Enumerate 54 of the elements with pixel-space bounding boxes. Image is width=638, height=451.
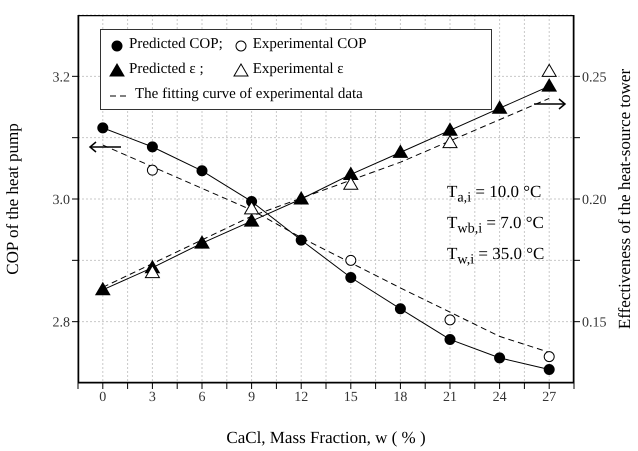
point <box>444 334 456 345</box>
y2-tick-label: 0.20 <box>582 192 606 208</box>
point <box>244 214 260 227</box>
point <box>345 254 356 266</box>
y-axis-title: COP of the heat pump <box>3 123 22 275</box>
point <box>196 165 208 176</box>
point <box>444 314 456 326</box>
point <box>296 234 307 246</box>
legend-label: Experimental ε <box>252 60 345 79</box>
x-tick-label: 0 <box>99 390 106 405</box>
point <box>244 201 260 214</box>
x-tick-label: 3 <box>148 390 156 405</box>
x-tick-label: 12 <box>294 390 308 405</box>
x-axis-title: CaCl, Mass Fraction, w ( % ) <box>226 428 426 447</box>
y-tick-label: 2.8 <box>52 316 70 331</box>
point <box>146 141 158 152</box>
point <box>442 135 458 148</box>
y2-tick-label: 0.15 <box>582 316 606 331</box>
point <box>345 272 356 284</box>
legend-label: The fitting curve of experimental data <box>134 85 364 104</box>
point <box>343 166 358 180</box>
y2-axis-title: Effectiveness of the heat-source tower <box>615 68 634 330</box>
annotation: T$_{wb,i}$ = 7.0 °C <box>447 213 544 238</box>
y2-tick-label: 0.25 <box>582 70 606 86</box>
point <box>542 78 557 92</box>
point <box>294 192 309 204</box>
x-tick-label: 21 <box>443 390 457 405</box>
annotation: T$_{w,i}$ = 35.0 °C <box>447 244 544 268</box>
x-tick-label: 24 <box>492 390 507 405</box>
point <box>392 144 408 158</box>
point <box>544 364 555 376</box>
x-tick-label: 9 <box>248 390 256 405</box>
point <box>146 164 158 176</box>
legend-label: Predicted COP; <box>128 35 223 54</box>
point <box>144 265 160 278</box>
x-tick-label: 15 <box>344 390 358 405</box>
y-tick-label: 3.0 <box>52 192 70 208</box>
point <box>97 122 108 134</box>
point <box>95 282 110 296</box>
legend-label: Experimental COP <box>252 35 368 54</box>
x-tick-label: 27 <box>542 390 556 405</box>
annotation: T$_{a,i}$ = 10.0 °C <box>447 182 542 206</box>
point <box>394 303 406 314</box>
point <box>542 64 557 77</box>
point <box>194 236 210 249</box>
point <box>492 100 508 114</box>
legend-label: Predicted ε ; <box>128 60 205 79</box>
y-tick-label: 3.2 <box>52 70 70 86</box>
x-tick-label: 18 <box>393 390 408 405</box>
point <box>343 176 358 190</box>
point <box>494 352 506 364</box>
point <box>544 351 555 362</box>
x-tick-label: 6 <box>198 390 206 405</box>
point <box>442 122 458 136</box>
